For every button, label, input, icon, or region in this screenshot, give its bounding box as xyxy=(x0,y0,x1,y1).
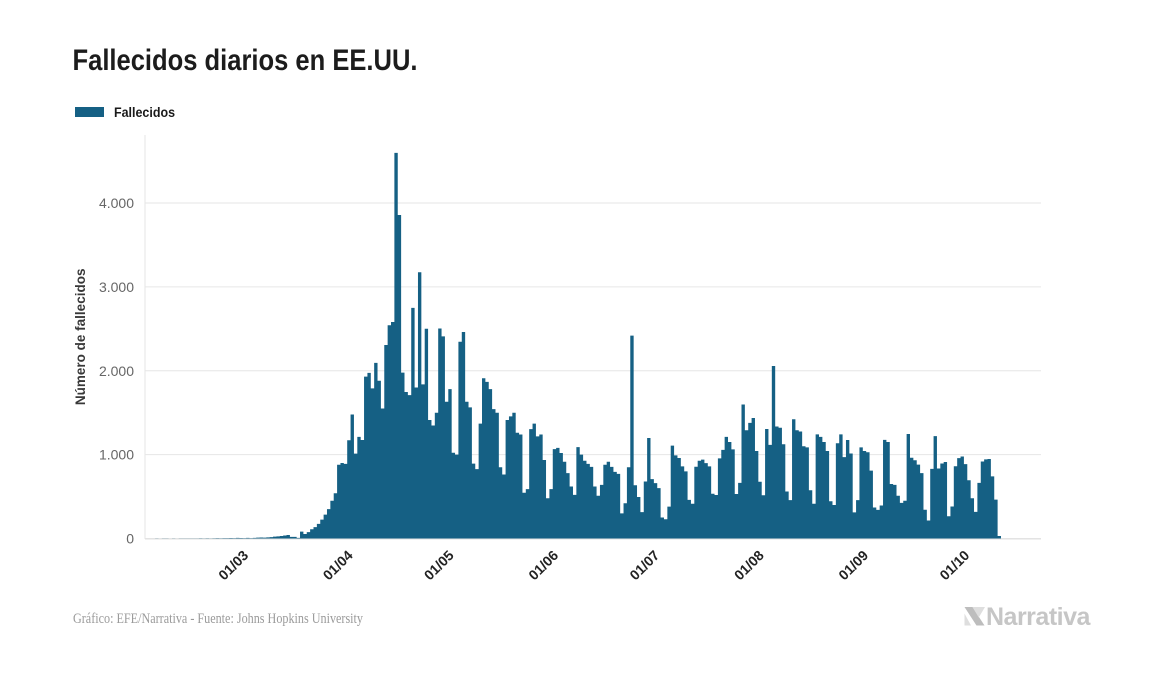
svg-text:Narrativa: Narrativa xyxy=(986,603,1091,631)
svg-text:0: 0 xyxy=(126,531,134,547)
svg-text:1.000: 1.000 xyxy=(99,447,134,463)
svg-text:Número de fallecidos: Número de fallecidos xyxy=(73,269,88,406)
svg-text:2.000: 2.000 xyxy=(99,363,134,379)
svg-text:Gráfico: EFE/Narrativa - Fuent: Gráfico: EFE/Narrativa - Fuente: Johns H… xyxy=(73,611,363,627)
svg-text:3.000: 3.000 xyxy=(99,279,134,295)
svg-text:Fallecidos: Fallecidos xyxy=(114,104,175,120)
svg-text:Fallecidos diarios en EE.UU.: Fallecidos diarios en EE.UU. xyxy=(73,44,418,77)
svg-text:4.000: 4.000 xyxy=(99,195,134,211)
